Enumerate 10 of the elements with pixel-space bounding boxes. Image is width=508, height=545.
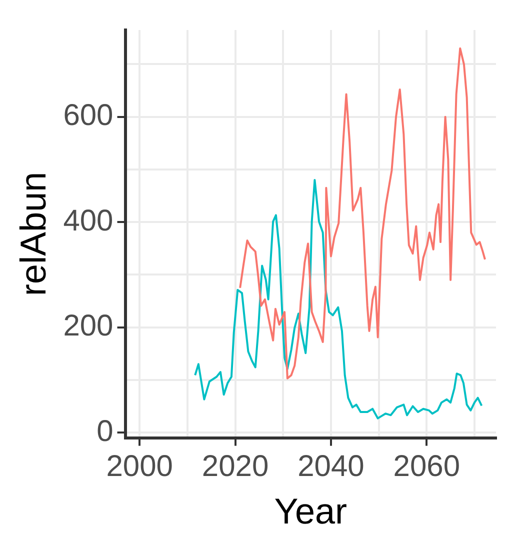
y-tick-label: 600 — [63, 99, 114, 132]
y-tick-label: 200 — [63, 310, 114, 343]
x-tick-label: 2000 — [106, 450, 173, 484]
x-axis-title: Year — [274, 490, 347, 532]
x-tick-label: 2020 — [202, 450, 269, 484]
x-tick-label: 2040 — [298, 450, 364, 484]
x-tick-label: 2060 — [393, 450, 460, 484]
y-tick-label: 400 — [63, 204, 114, 238]
y-tick-label: 0 — [96, 414, 114, 448]
y-axis-title: relAbun — [12, 172, 54, 296]
